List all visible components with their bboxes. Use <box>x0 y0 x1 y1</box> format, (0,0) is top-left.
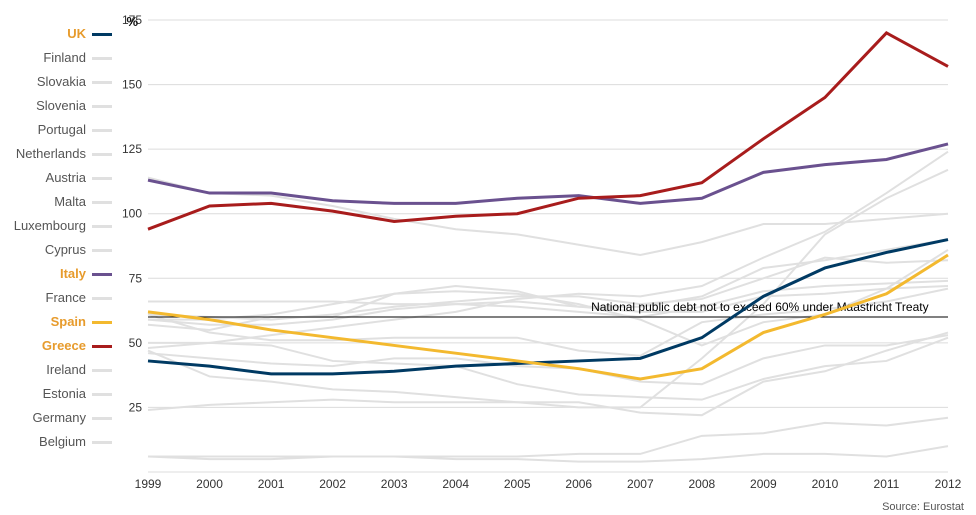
legend-label: Spain <box>51 310 92 334</box>
series-greece <box>148 33 948 229</box>
legend-item-greece[interactable]: Greece <box>0 334 112 358</box>
x-tick-label: 2004 <box>442 477 469 491</box>
y-axis-title: % <box>126 14 138 29</box>
legend-label: Finland <box>43 46 92 70</box>
legend-label: Slovakia <box>37 70 92 94</box>
legend-item-belgium[interactable]: Belgium <box>0 430 112 454</box>
x-tick-label: 2012 <box>935 477 962 491</box>
x-tick-label: 2000 <box>196 477 223 491</box>
series-cyprus <box>148 250 948 346</box>
legend-swatch <box>92 393 112 396</box>
legend-swatch <box>92 201 112 204</box>
legend-label: Malta <box>54 190 92 214</box>
legend-swatch <box>92 273 112 276</box>
legend-swatch <box>92 225 112 228</box>
legend-item-germany[interactable]: Germany <box>0 406 112 430</box>
y-tick-label: 150 <box>122 78 142 92</box>
x-tick-label: 2011 <box>874 477 900 491</box>
legend-label: Slovenia <box>36 94 92 118</box>
x-tick-label: 1999 <box>135 477 162 491</box>
legend-item-finland[interactable]: Finland <box>0 46 112 70</box>
y-tick-label: 50 <box>129 336 143 350</box>
legend-label: France <box>46 286 92 310</box>
x-tick-label: 2010 <box>812 477 839 491</box>
legend-label: Estonia <box>43 382 92 406</box>
legend-swatch <box>92 441 112 444</box>
series-belgium <box>148 178 948 255</box>
legend-swatch <box>92 57 112 60</box>
legend-swatch <box>92 417 112 420</box>
legend-label: UK <box>67 22 92 46</box>
legend-item-slovakia[interactable]: Slovakia <box>0 70 112 94</box>
x-tick-label: 2002 <box>319 477 346 491</box>
legend-label: Greece <box>42 334 92 358</box>
legend-item-france[interactable]: France <box>0 286 112 310</box>
legend-item-netherlands[interactable]: Netherlands <box>0 142 112 166</box>
legend-item-italy[interactable]: Italy <box>0 262 112 286</box>
legend-swatch <box>92 177 112 180</box>
legend-swatch <box>92 33 112 36</box>
y-tick-label: 25 <box>129 400 143 414</box>
legend-swatch <box>92 321 112 324</box>
country-legend: UKFinlandSlovakiaSloveniaPortugalNetherl… <box>0 22 112 454</box>
legend-label: Belgium <box>39 430 92 454</box>
legend-item-cyprus[interactable]: Cyprus <box>0 238 112 262</box>
x-tick-label: 2008 <box>688 477 715 491</box>
legend-item-uk[interactable]: UK <box>0 22 112 46</box>
legend-label: Cyprus <box>45 238 92 262</box>
series-luxembourg <box>148 418 948 457</box>
legend-swatch <box>92 249 112 252</box>
source-label: Source: Eurostat <box>882 501 964 513</box>
series-estonia <box>148 446 948 461</box>
legend-swatch <box>92 153 112 156</box>
series-slovakia <box>148 338 948 400</box>
legend-label: Germany <box>33 406 92 430</box>
x-tick-label: 2003 <box>381 477 408 491</box>
legend-swatch <box>92 129 112 132</box>
legend-swatch <box>92 81 112 84</box>
legend-item-ireland[interactable]: Ireland <box>0 358 112 382</box>
legend-item-estonia[interactable]: Estonia <box>0 382 112 406</box>
legend-swatch <box>92 345 112 348</box>
y-tick-label: 100 <box>122 207 142 221</box>
x-tick-label: 2007 <box>627 477 654 491</box>
legend-item-slovenia[interactable]: Slovenia <box>0 94 112 118</box>
legend-label: Austria <box>46 166 92 190</box>
y-tick-label: 125 <box>122 142 142 156</box>
x-tick-label: 2006 <box>565 477 592 491</box>
legend-label: Ireland <box>46 358 92 382</box>
legend-item-austria[interactable]: Austria <box>0 166 112 190</box>
x-tick-label: 2009 <box>750 477 777 491</box>
series-italy <box>148 144 948 203</box>
legend-label: Luxembourg <box>14 214 92 238</box>
legend-label: Netherlands <box>16 142 92 166</box>
line-chart: 255075100125150175%199920002001200220032… <box>118 0 964 500</box>
legend-label: Portugal <box>38 118 92 142</box>
legend-swatch <box>92 369 112 372</box>
legend-item-spain[interactable]: Spain <box>0 310 112 334</box>
x-tick-label: 2005 <box>504 477 531 491</box>
legend-item-luxembourg[interactable]: Luxembourg <box>0 214 112 238</box>
legend-item-portugal[interactable]: Portugal <box>0 118 112 142</box>
legend-swatch <box>92 105 112 108</box>
maastricht-reference-label: National public debt not to exceed 60% u… <box>591 300 929 314</box>
legend-label: Italy <box>60 262 92 286</box>
legend-item-malta[interactable]: Malta <box>0 190 112 214</box>
y-tick-label: 75 <box>129 271 143 285</box>
legend-swatch <box>92 297 112 300</box>
x-tick-label: 2001 <box>258 477 285 491</box>
